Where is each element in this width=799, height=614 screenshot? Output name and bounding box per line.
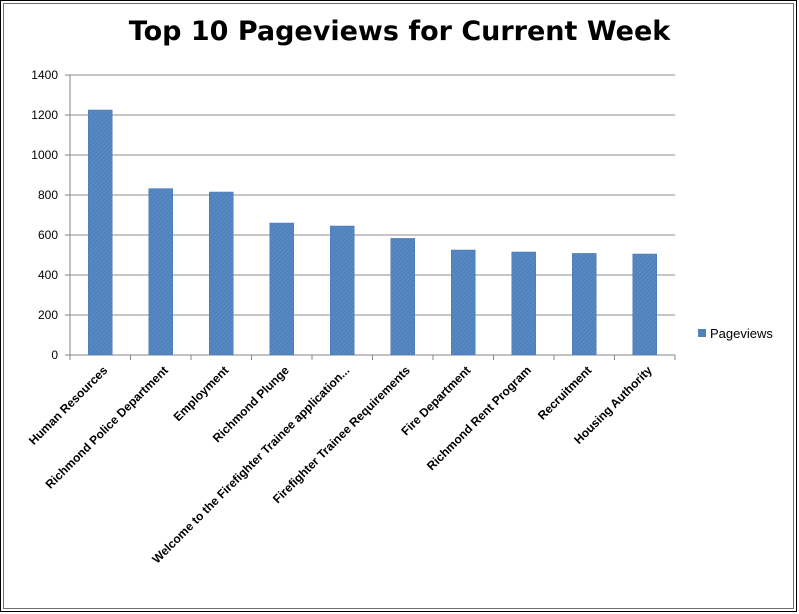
- bar: [572, 253, 597, 356]
- bar: [390, 238, 415, 356]
- category-label: Recruitment: [535, 363, 594, 422]
- legend-label: Pageviews: [710, 326, 773, 341]
- chart-area-border: [3, 3, 794, 609]
- category-label: Richmond Rent Program: [424, 363, 534, 473]
- y-tick-label: 800: [38, 188, 58, 202]
- legend: Pageviews: [698, 326, 773, 341]
- y-tick-label: 1200: [31, 108, 58, 122]
- bar: [632, 253, 657, 356]
- legend-swatch: [698, 329, 706, 337]
- category-label: Firefighter Trainee Requirements: [270, 363, 413, 506]
- y-tick-label: 1000: [31, 148, 58, 162]
- bar: [511, 251, 536, 356]
- y-tick-label: 400: [38, 268, 58, 282]
- bar: [451, 249, 476, 356]
- bar: [88, 109, 113, 356]
- bar: [269, 222, 294, 356]
- bars: [88, 109, 657, 356]
- category-label: Employment: [171, 363, 232, 424]
- category-label: Richmond Police Department: [43, 363, 171, 491]
- bar: [209, 191, 234, 356]
- y-tick-label: 200: [38, 308, 58, 322]
- chart-title: Top 10 Pageviews for Current Week: [128, 16, 671, 47]
- bar: [330, 225, 355, 356]
- y-tick-label: 0: [51, 348, 58, 362]
- bar: [148, 188, 173, 356]
- y-tick-label: 1400: [31, 68, 58, 82]
- y-tick-label: 600: [38, 228, 58, 242]
